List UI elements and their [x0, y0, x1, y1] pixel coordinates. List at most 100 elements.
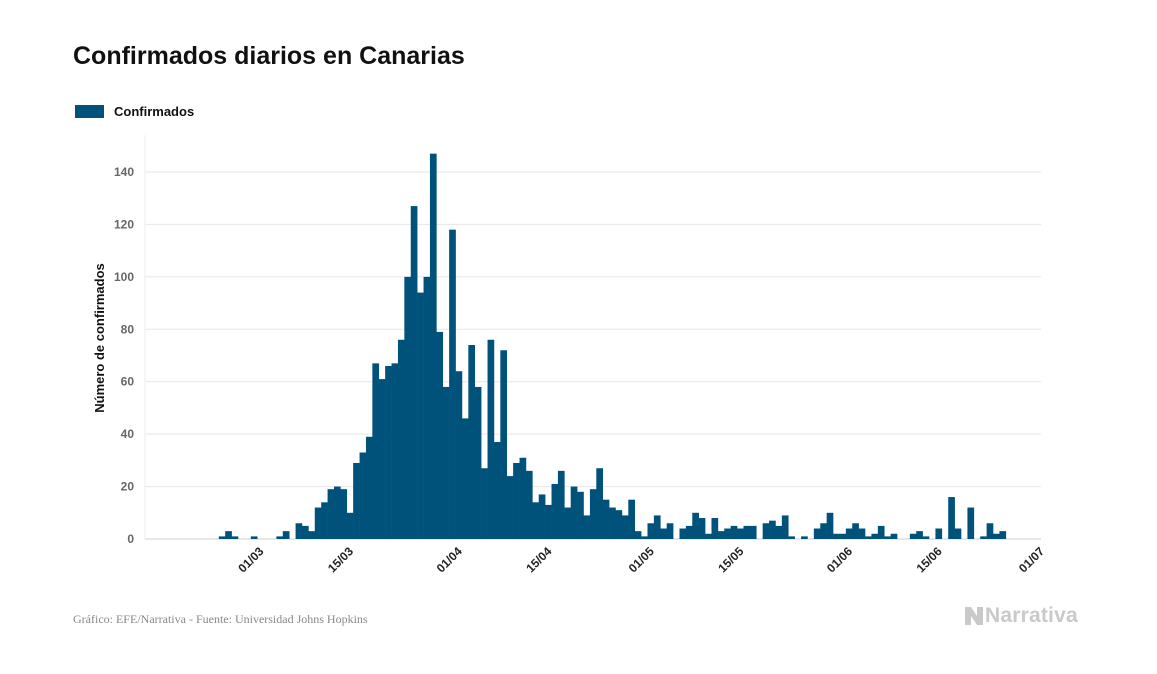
grid-layer — [144, 135, 1041, 540]
narrativa-logo: Narrativa — [963, 604, 1078, 628]
bar — [660, 528, 667, 539]
bar — [769, 520, 776, 539]
bar — [487, 339, 495, 539]
bar — [570, 486, 578, 539]
bar — [583, 515, 591, 539]
bar — [532, 502, 540, 539]
y-tick-label: 40 — [121, 427, 135, 441]
bar — [333, 486, 341, 539]
bar — [474, 386, 482, 539]
bar — [276, 536, 284, 539]
bar — [737, 528, 744, 539]
bar — [967, 507, 975, 539]
bar — [641, 536, 648, 539]
bar — [231, 536, 239, 539]
x-tick-label: 15/06 — [914, 544, 945, 575]
bar — [743, 525, 751, 539]
bar — [225, 531, 232, 539]
bar — [852, 523, 859, 539]
bar — [461, 418, 469, 539]
bar — [353, 462, 360, 539]
bar — [602, 499, 610, 539]
bar — [621, 515, 629, 539]
bar — [545, 504, 552, 539]
bar — [679, 528, 687, 539]
bar — [577, 491, 584, 539]
bar — [525, 470, 533, 539]
bar — [327, 489, 335, 539]
bar — [628, 499, 635, 539]
bar — [666, 523, 674, 539]
x-axis-ticks: 01/03 15/03 01/04 15/04 01/05 15/05 01/06 15/06… — [235, 544, 1047, 575]
bar — [609, 507, 616, 539]
bar — [801, 536, 808, 539]
bar — [775, 525, 783, 539]
bars-layer — [218, 153, 1007, 540]
bar — [839, 533, 847, 539]
bar — [557, 470, 565, 539]
bar — [391, 363, 399, 539]
bar — [513, 462, 520, 539]
bar — [916, 531, 923, 539]
y-tick-label: 140 — [114, 165, 134, 179]
bar — [589, 489, 597, 539]
bar — [372, 363, 380, 539]
chart-title: Confirmados diarios en Canarias — [73, 42, 465, 70]
bar — [615, 510, 623, 539]
bar — [980, 536, 987, 539]
x-tick-label: 15/05 — [715, 544, 746, 575]
bar — [429, 153, 437, 539]
bar — [340, 489, 348, 539]
bar — [993, 533, 1000, 539]
bar — [301, 525, 309, 539]
bar — [404, 276, 412, 539]
bar — [295, 523, 303, 539]
bar — [417, 292, 424, 539]
bar — [935, 528, 943, 539]
bar — [986, 523, 994, 539]
bar — [653, 515, 661, 539]
bar — [826, 512, 834, 539]
bar — [423, 276, 431, 539]
bar — [692, 512, 699, 539]
bar — [781, 515, 789, 539]
x-tick-label: 15/03 — [325, 544, 356, 575]
bar — [250, 536, 258, 539]
y-tick-label: 100 — [114, 270, 134, 284]
bar — [551, 483, 559, 539]
bar — [596, 468, 603, 539]
legend-swatch — [75, 105, 104, 118]
bar — [436, 331, 444, 539]
bar — [788, 536, 795, 539]
bar — [321, 502, 328, 539]
bar — [493, 442, 501, 539]
bar — [858, 528, 866, 539]
bar — [519, 457, 527, 539]
bar — [717, 531, 725, 539]
bar — [749, 525, 757, 539]
bar — [813, 528, 821, 539]
bar — [833, 533, 840, 539]
bar — [538, 494, 546, 539]
bar — [698, 518, 706, 539]
bar — [385, 365, 392, 539]
brand-name: Narrativa — [985, 604, 1078, 627]
y-tick-label: 0 — [127, 532, 134, 546]
y-tick-label: 80 — [121, 322, 135, 336]
bar — [954, 528, 962, 539]
bar — [685, 525, 693, 539]
bar — [500, 350, 508, 539]
bar — [314, 507, 322, 539]
bar — [506, 476, 514, 539]
bar — [877, 525, 885, 539]
y-axis-ticks: 0 20 40 60 80 100 120 140 — [114, 165, 134, 546]
bar — [468, 345, 476, 539]
bar — [922, 536, 930, 539]
y-axis-title: Número de confirmados — [92, 263, 107, 413]
bar — [820, 523, 827, 539]
x-tick-label: 01/03 — [235, 544, 266, 575]
bar — [455, 371, 463, 539]
bar — [365, 436, 373, 539]
bar — [410, 206, 418, 539]
